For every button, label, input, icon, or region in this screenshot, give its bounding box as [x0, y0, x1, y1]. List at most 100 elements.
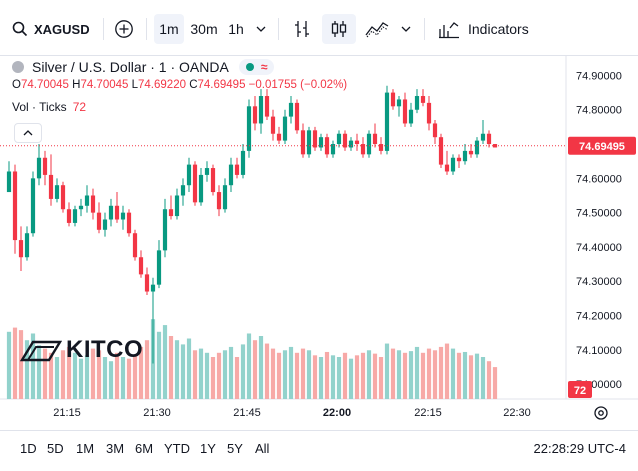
- candle-body[interactable]: [228, 164, 234, 186]
- candle-body[interactable]: [252, 106, 258, 124]
- candle-body[interactable]: [138, 257, 144, 275]
- candle-body[interactable]: [384, 92, 390, 151]
- candle-body[interactable]: [18, 240, 24, 258]
- candle-body[interactable]: [306, 130, 312, 155]
- candle-body[interactable]: [144, 274, 150, 292]
- candle-body[interactable]: [60, 185, 66, 210]
- candle-body[interactable]: [276, 133, 282, 141]
- candle-body[interactable]: [12, 171, 18, 241]
- candle-body[interactable]: [192, 164, 198, 203]
- candle-body[interactable]: [378, 144, 384, 151]
- interval-dropdown[interactable]: [252, 14, 270, 44]
- symbol-search[interactable]: XAGUSD: [10, 14, 102, 44]
- chart-type-dropdown[interactable]: [396, 14, 416, 44]
- candle-body[interactable]: [78, 205, 84, 210]
- candle-body[interactable]: [48, 174, 54, 199]
- candle-body[interactable]: [270, 116, 276, 134]
- candle-body[interactable]: [84, 195, 90, 206]
- candle-body[interactable]: [462, 150, 468, 162]
- candle-body[interactable]: [42, 157, 48, 175]
- bar-style-button[interactable]: [287, 14, 317, 44]
- interval-1h[interactable]: 1h: [223, 14, 249, 44]
- candle-body[interactable]: [396, 99, 402, 107]
- candle-body[interactable]: [420, 96, 426, 103]
- candle-body[interactable]: [318, 137, 324, 148]
- candle-body[interactable]: [372, 133, 378, 145]
- candle-body[interactable]: [456, 157, 462, 162]
- range-ytd[interactable]: YTD: [164, 441, 190, 456]
- candle-body[interactable]: [204, 168, 210, 175]
- range-all[interactable]: All: [255, 441, 270, 456]
- candle-body[interactable]: [408, 109, 414, 124]
- indicators-button[interactable]: Indicators: [434, 14, 534, 44]
- range-5d[interactable]: 5D: [47, 441, 64, 456]
- clock-timezone[interactable]: 22:28:29 UTC-4: [533, 441, 627, 456]
- candle-body[interactable]: [126, 212, 132, 234]
- range-5y[interactable]: 5Y: [227, 441, 243, 456]
- candle-body[interactable]: [474, 140, 480, 155]
- candle-body[interactable]: [438, 137, 444, 165]
- candle-body[interactable]: [30, 178, 36, 234]
- candle-body[interactable]: [150, 284, 156, 292]
- candle-body[interactable]: [180, 185, 186, 196]
- candle-body[interactable]: [54, 185, 60, 199]
- range-1d[interactable]: 1D: [20, 441, 37, 456]
- candle-body[interactable]: [156, 250, 162, 285]
- range-1m[interactable]: 1M: [76, 441, 95, 456]
- candle-body[interactable]: [354, 140, 360, 145]
- candle-body[interactable]: [402, 99, 408, 124]
- interval-30m[interactable]: 30m: [187, 14, 221, 44]
- candle-body[interactable]: [450, 157, 456, 172]
- candle-body[interactable]: [198, 174, 204, 203]
- candle-body[interactable]: [210, 168, 216, 193]
- candle-body[interactable]: [264, 96, 270, 117]
- candle-body[interactable]: [66, 209, 72, 223]
- candle-body[interactable]: [234, 164, 240, 175]
- candle-body[interactable]: [120, 212, 126, 220]
- candle-body[interactable]: [222, 185, 228, 210]
- legend-title[interactable]: Silver / U.S. Dollar · 1 · OANDA: [32, 59, 229, 75]
- candle-body[interactable]: [312, 130, 318, 148]
- candle-body[interactable]: [366, 133, 372, 155]
- candle-body[interactable]: [414, 96, 420, 110]
- candle-body[interactable]: [186, 164, 192, 186]
- candle-body[interactable]: [432, 123, 438, 138]
- candle-body[interactable]: [114, 205, 120, 220]
- range-1y[interactable]: 1Y: [200, 441, 216, 456]
- candle-body[interactable]: [162, 209, 168, 251]
- candle-body[interactable]: [330, 144, 336, 155]
- candle-body[interactable]: [132, 233, 138, 258]
- candle-body[interactable]: [72, 209, 78, 223]
- range-6m[interactable]: 6M: [135, 441, 154, 456]
- candle-body[interactable]: [336, 133, 342, 145]
- compare-button[interactable]: [111, 14, 137, 44]
- candle-body[interactable]: [300, 130, 306, 155]
- candle-body[interactable]: [282, 116, 288, 141]
- candle-body[interactable]: [174, 195, 180, 217]
- candle-body[interactable]: [480, 133, 486, 141]
- candle-body[interactable]: [24, 233, 30, 258]
- candle-body[interactable]: [96, 212, 102, 230]
- candle-body[interactable]: [108, 205, 114, 220]
- candle-body[interactable]: [216, 192, 222, 210]
- candle-body[interactable]: [36, 157, 42, 179]
- range-3m[interactable]: 3M: [106, 441, 125, 456]
- candle-body[interactable]: [468, 150, 474, 155]
- candle-body[interactable]: [390, 92, 396, 107]
- settings-gear-icon[interactable]: [594, 406, 608, 420]
- candle-body[interactable]: [342, 133, 348, 148]
- interval-1m[interactable]: 1m: [154, 14, 184, 44]
- area-style-button[interactable]: [362, 14, 392, 44]
- candle-body[interactable]: [90, 195, 96, 213]
- candle-body[interactable]: [348, 140, 354, 148]
- price-chart[interactable]: 74.9000074.8000074.7000074.6000074.50000…: [0, 56, 638, 430]
- candle-body[interactable]: [486, 133, 492, 145]
- volume-legend[interactable]: Vol · Ticks 72: [12, 100, 86, 114]
- candle-body[interactable]: [294, 102, 300, 131]
- candle-body[interactable]: [246, 106, 252, 151]
- candle-body[interactable]: [288, 102, 294, 117]
- candle-body[interactable]: [6, 171, 12, 193]
- candles-style-button[interactable]: [322, 14, 356, 44]
- market-status-badge[interactable]: ≈: [238, 59, 275, 75]
- candle-body[interactable]: [168, 209, 174, 217]
